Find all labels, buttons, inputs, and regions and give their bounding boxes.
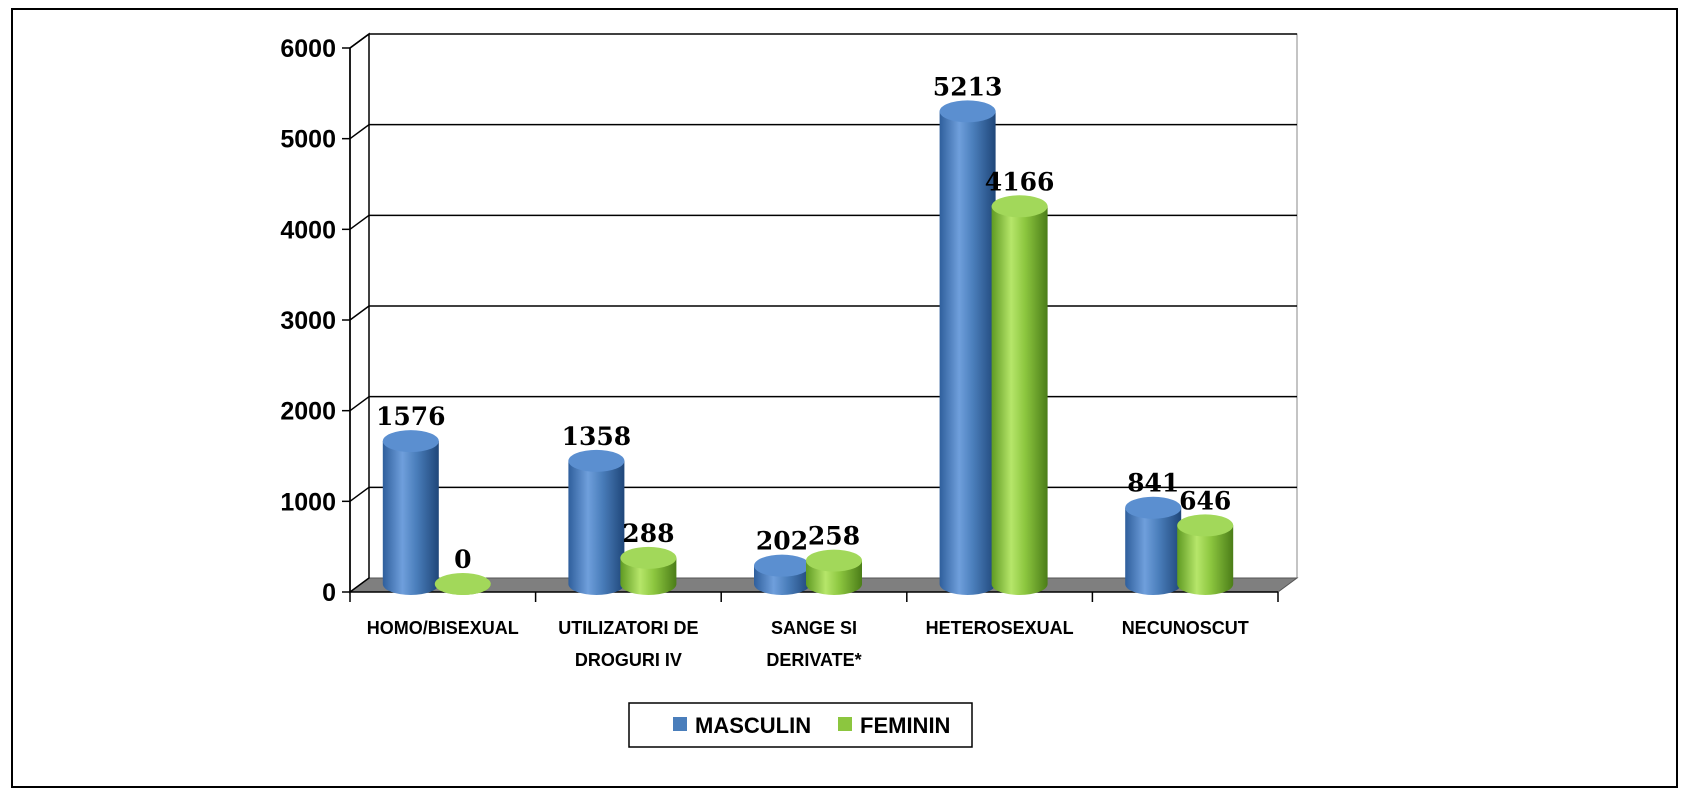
y-tick-label: 0 (322, 579, 336, 607)
gridline-diagonal (349, 33, 370, 49)
data-label: 1358 (562, 422, 632, 451)
bar-top (754, 554, 810, 577)
bar-top (1125, 496, 1182, 519)
data-label: 288 (622, 519, 674, 548)
legend-label: MASCULIN (695, 713, 811, 738)
y-axis-ticks: 0 1000 2000 3000 4000 5000 6000 (280, 35, 350, 607)
y-tick-label: 4000 (280, 216, 336, 244)
gridline-diagonal (349, 305, 370, 321)
data-label: 202 (756, 527, 808, 556)
bar-top (1177, 514, 1234, 537)
x-tick-label: SANGE SI (771, 618, 857, 638)
data-label: 258 (808, 522, 860, 551)
legend-label: FEMININ (860, 713, 950, 738)
bar (382, 441, 439, 595)
bar (991, 206, 1048, 596)
x-tick-label: DERIVATE* (766, 650, 861, 670)
x-axis-labels: HOMO/BISEXUAL UTILIZATORI DE DROGURI IV SAN… (367, 618, 1249, 670)
gridline-diagonal (349, 396, 370, 412)
x-tick-label: NECUNOSCUT (1122, 618, 1249, 638)
y-tick-label: 5000 (280, 126, 336, 154)
x-tick-label: HOMO/BISEXUAL (367, 618, 519, 638)
bar-top (382, 430, 439, 453)
data-labels: 1576 1358 202 5213 841 0 288 258 4166 646 (376, 72, 1231, 574)
bar-top (568, 449, 625, 472)
bars (382, 100, 1234, 596)
bar (568, 460, 625, 595)
x-tick-label: DROGURI IV (575, 650, 682, 670)
legend-swatch (838, 717, 852, 731)
y-tick-label: 6000 (280, 35, 336, 63)
y-tick-label: 3000 (280, 307, 336, 335)
gridlines (349, 33, 1297, 502)
bar-top (620, 546, 677, 569)
data-label: 646 (1179, 486, 1231, 515)
y-tick-label: 2000 (280, 398, 336, 426)
bar-top (806, 549, 862, 572)
gridline-diagonal (349, 124, 370, 140)
gridline-diagonal (349, 214, 370, 230)
data-label: 0 (454, 545, 471, 574)
legend-swatch (673, 717, 687, 731)
legend: MASCULIN FEMININ (628, 702, 973, 748)
y-tick-label: 1000 (280, 488, 336, 516)
bar-top (434, 573, 491, 595)
bar-top (939, 100, 996, 123)
bar (1125, 507, 1182, 595)
bar-top (991, 195, 1048, 218)
bar (939, 111, 996, 595)
gridline-diagonal (349, 486, 370, 502)
data-label: 5213 (933, 72, 1003, 101)
x-tick-label: HETEROSEXUAL (926, 618, 1074, 638)
data-label: 1576 (376, 402, 446, 431)
data-label: 841 (1127, 469, 1179, 498)
x-tick-label: UTILIZATORI DE (558, 618, 698, 638)
bar (1177, 525, 1234, 595)
data-label: 4166 (985, 167, 1055, 196)
